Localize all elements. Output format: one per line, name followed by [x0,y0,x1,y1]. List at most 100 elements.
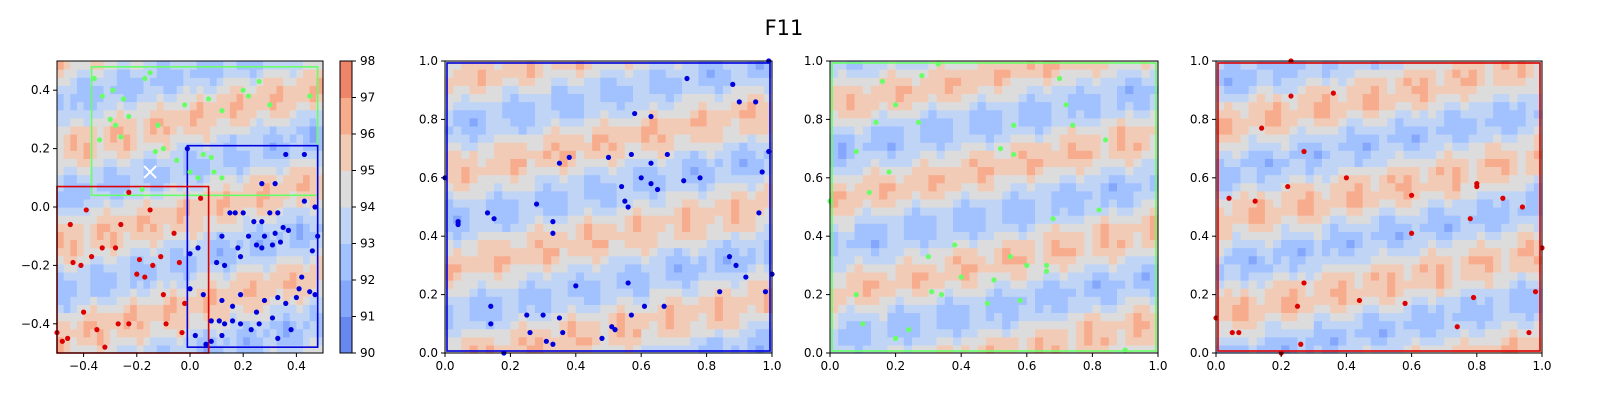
contour-cell [316,280,324,289]
contour-cell [1018,296,1028,305]
contour-cell [1010,344,1020,354]
contour-cell [755,125,765,135]
contour-cell [567,61,577,70]
contour-cell [969,101,979,111]
contour-cell [763,61,773,70]
contour-cell [731,280,740,289]
contour-cell [518,296,528,305]
contour-cell [961,344,970,354]
contour-cell [1125,288,1134,297]
contour-cell [256,288,264,297]
contour-cell [969,304,979,314]
contour-cell [722,69,732,78]
contour-cell [1224,231,1233,241]
contour-cell [1108,182,1118,192]
contour-cell [1141,182,1151,192]
contour-cell [928,247,938,257]
contour-cell [1076,166,1085,176]
contour-cell [583,255,593,265]
contour-cell [600,77,610,86]
contour-cell [196,263,204,273]
contour-cell [912,174,921,184]
contour-cell [156,223,164,232]
contour-cell [136,61,145,70]
contour-cell [739,312,749,322]
contour-cell [83,344,91,354]
contour-cell [1010,320,1020,330]
contour-cell [763,158,773,168]
contour-cell [706,231,716,241]
contour-cell [567,263,577,273]
contour-cell [985,174,995,184]
contour-cell [887,344,897,354]
contour-cell [76,336,85,346]
contour-cell [110,312,118,322]
contour-cell [1059,174,1069,184]
contour-cell [1273,247,1282,257]
contour-cell [575,174,585,184]
contour-cell [846,344,856,354]
contour-cell [269,336,278,346]
contour-cell [1149,344,1159,354]
contour-cell [502,296,512,305]
contour-cell [665,190,675,200]
contour-cell [920,93,929,103]
contour-cell [76,61,85,70]
contour-cell [1273,61,1282,70]
contour-cell [485,247,495,257]
contour-cell [1035,263,1044,273]
contour-cell [624,69,634,78]
contour-cell [223,239,231,249]
contour-cell [518,198,528,208]
contour-cell [706,320,716,330]
contour-cell [170,271,178,281]
contour-cell [1273,134,1282,143]
contour-cell [969,166,979,176]
contour-cell [123,312,131,322]
contour-cell [862,69,872,78]
contour-cell [953,101,962,111]
contour-cell [63,304,71,314]
contour-cell [136,69,145,78]
contour-cell [518,158,528,168]
contour-cell [690,69,700,78]
contour-cell [103,166,111,176]
contour-cell [1092,263,1102,273]
contour-cell [1149,328,1159,338]
contour-cell [690,142,700,151]
contour-cell [502,85,512,95]
contour-cell [1240,109,1250,119]
contour-cell [657,109,667,119]
contour-cell [518,190,528,200]
contour-cell [289,296,297,305]
contour-cell [256,336,264,346]
contour-cell [1240,134,1250,143]
contour-cell [649,336,659,346]
contour-cell [1067,207,1077,216]
contour-cell [123,69,131,78]
contour-cell [190,320,198,330]
contour-cell [641,239,650,249]
contour-cell [600,134,610,143]
contour-cell [887,215,897,224]
contour-cell [887,263,897,273]
contour-cell [912,207,921,216]
contour-cell [543,61,552,70]
contour-cell [763,336,773,346]
contour-cell [1035,247,1044,257]
contour-cell [1059,231,1069,241]
contour-cell [296,328,304,338]
contour-cell [969,85,979,95]
contour-cell [289,304,297,314]
contour-cell [469,93,479,103]
contour-cell [1264,231,1274,241]
contour-cell [283,174,291,184]
contour-cell [1092,304,1102,314]
contour-cell [518,109,528,119]
y-tick-label: 0.0 [31,200,50,214]
contour-cell [229,109,238,119]
contour-cell [928,85,938,95]
contour-cell [90,77,98,86]
point-blue [253,309,260,315]
